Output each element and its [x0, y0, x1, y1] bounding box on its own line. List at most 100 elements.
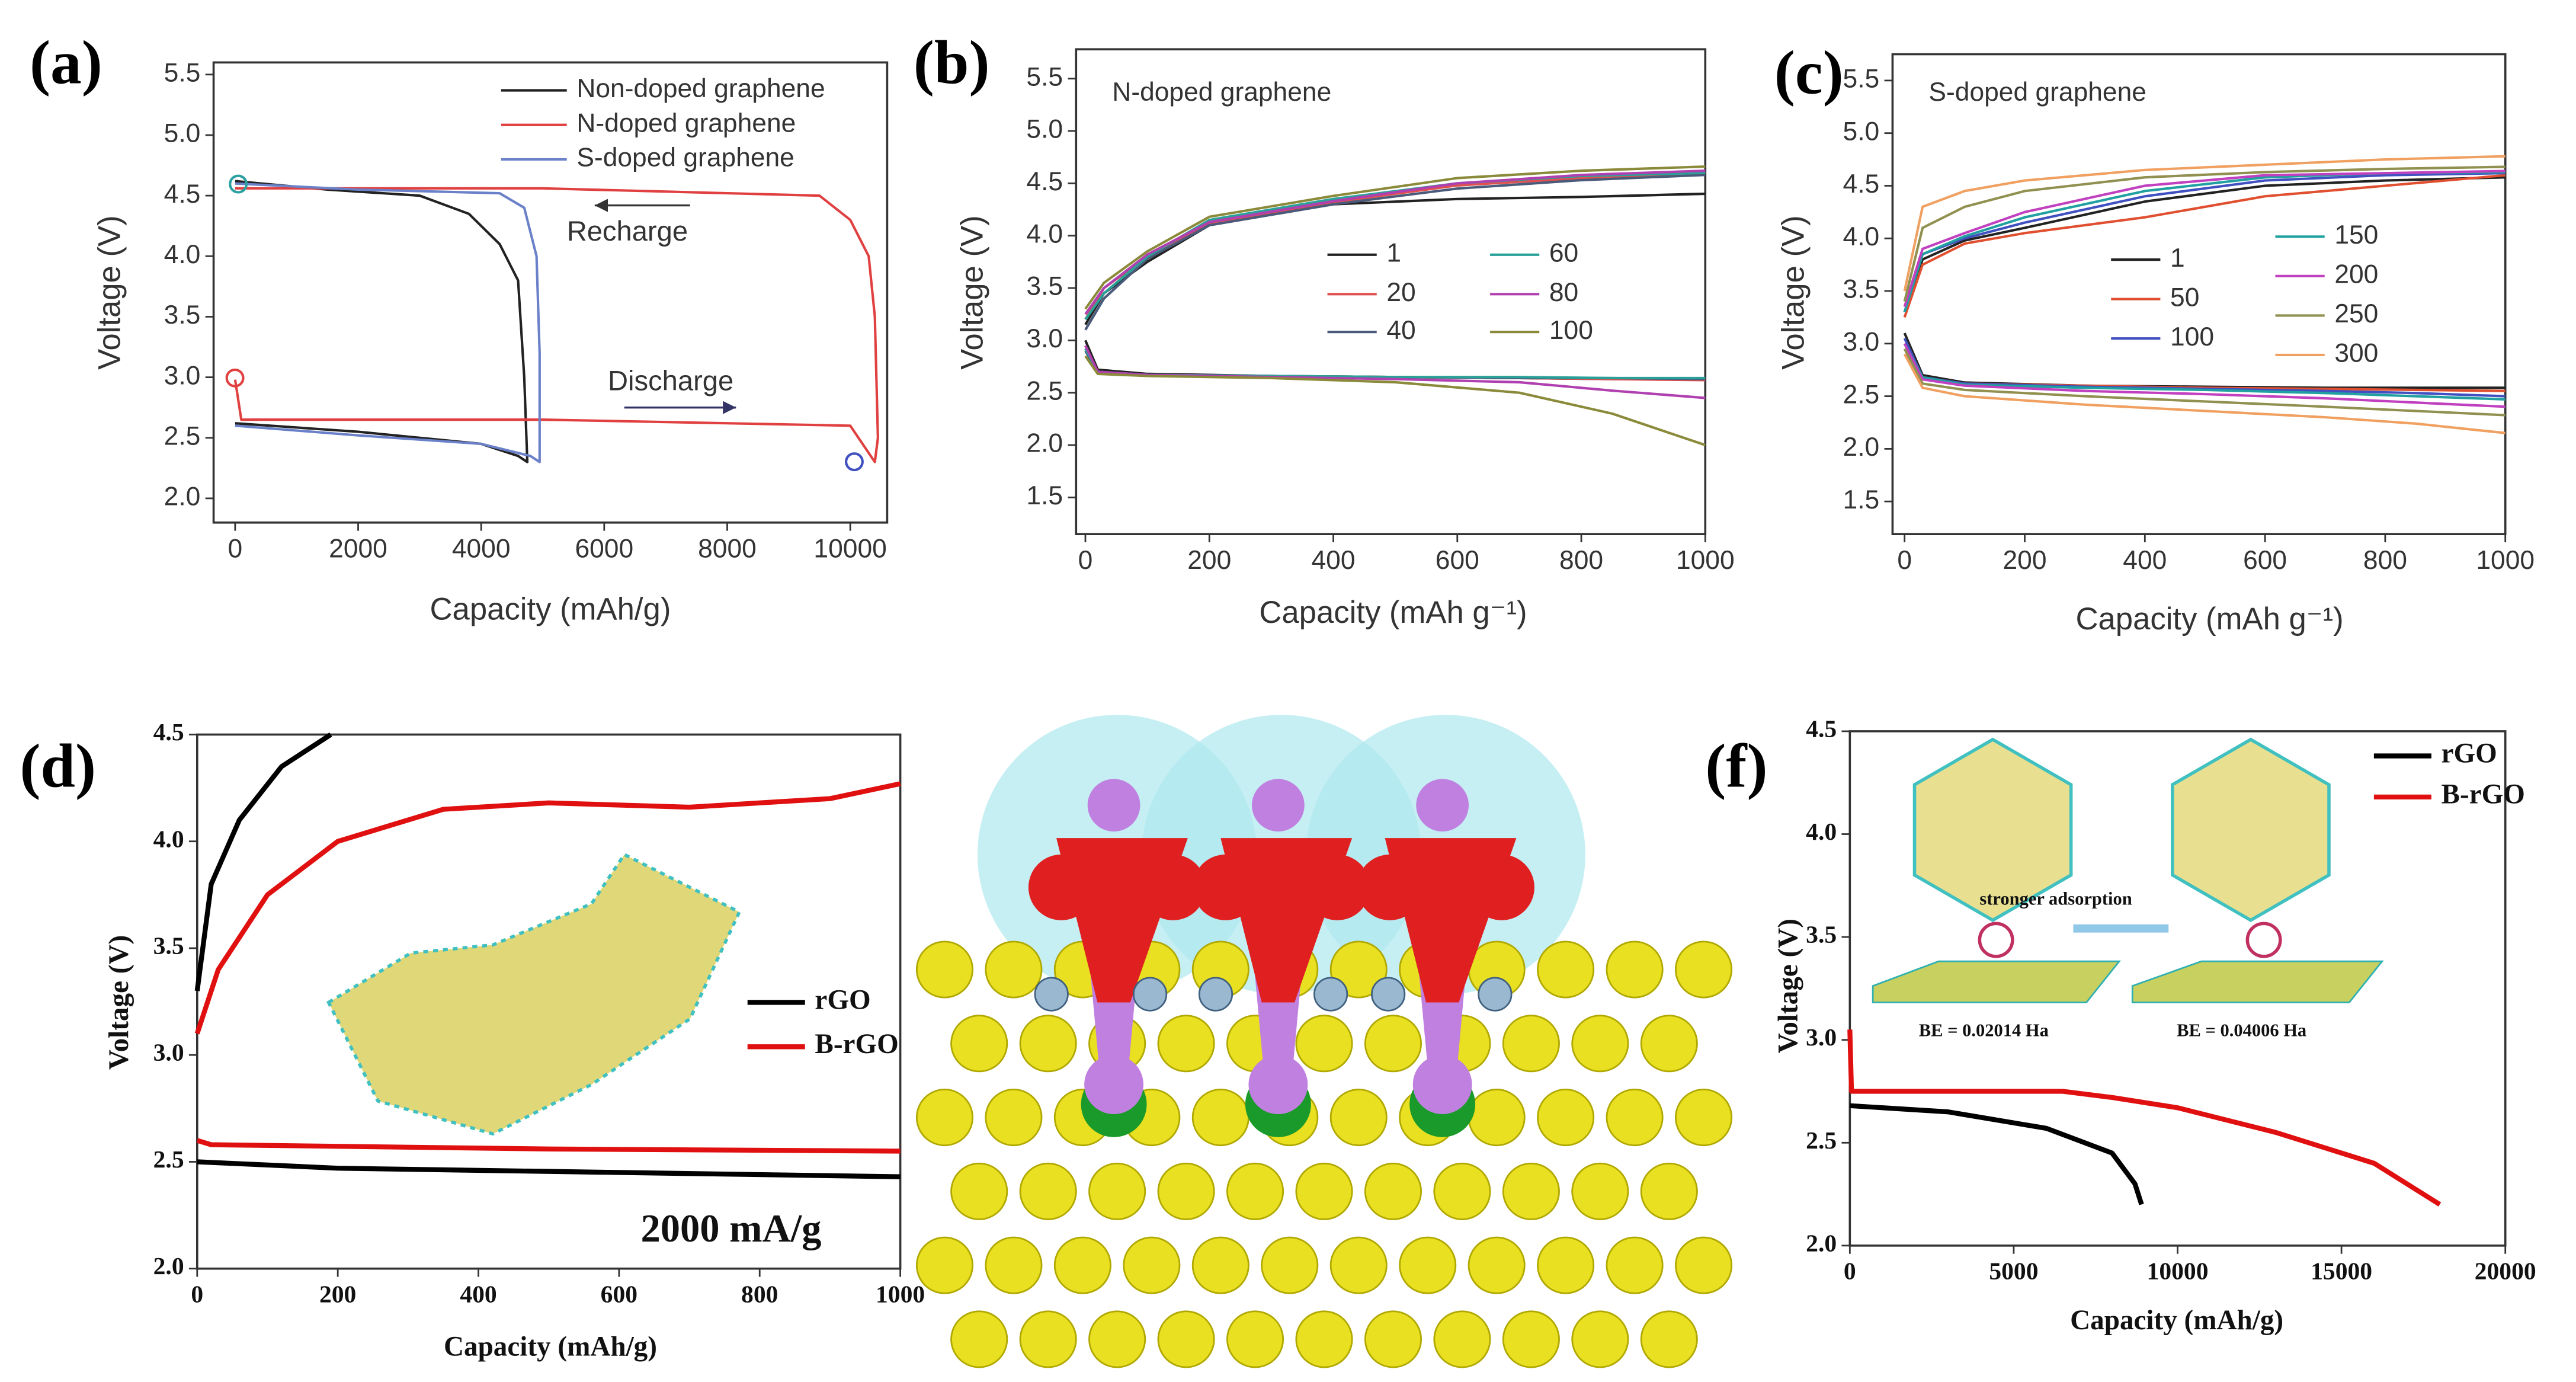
carbon-atom [1502, 1310, 1560, 1368]
graphene-sheet [1872, 960, 2121, 1003]
carbon-atom [1537, 1236, 1595, 1294]
y-tick-label: 1.5 [1843, 485, 1880, 514]
carbon-atom [1571, 1015, 1629, 1073]
polysulfide [2245, 922, 2282, 958]
x-tick-label: 600 [2243, 546, 2287, 575]
carbon-atom [1226, 1162, 1284, 1220]
series-line [1847, 1029, 2442, 1207]
o-atom [1357, 854, 1423, 920]
x-tick-label: 200 [319, 1280, 356, 1307]
legend-label: 1 [2170, 244, 2185, 273]
y-tick-label: 2.0 [164, 482, 201, 511]
x-tick-label: 800 [741, 1280, 778, 1307]
series-line [235, 182, 541, 463]
y-tick-label: 2.5 [153, 1146, 184, 1173]
carbon-atom [1088, 1310, 1146, 1368]
li-atom [1251, 779, 1305, 832]
x-tick-label: 10000 [2147, 1258, 2209, 1285]
carbon-atom [1606, 1236, 1664, 1294]
x-tick-label: 800 [1559, 546, 1603, 575]
o-atom [1469, 854, 1534, 920]
y-tick-label: 5.5 [164, 59, 201, 88]
x-tick-label: 800 [2363, 546, 2407, 575]
carbon-atom [1364, 1162, 1422, 1220]
plot-frame [1075, 48, 1707, 535]
series-line [233, 187, 879, 463]
panel-label: (a) [30, 28, 102, 97]
carbon-atom [1157, 1015, 1215, 1073]
o-atom [1028, 854, 1094, 920]
arrow-head [594, 199, 608, 212]
o-atom [1140, 854, 1206, 920]
carbon-atom [1433, 1162, 1491, 1220]
x-axis-label: Capacity (mAh g⁻¹) [2075, 602, 2343, 636]
annotation: Discharge [608, 365, 733, 396]
annotation: BE = 0.04006 Ha [2177, 1020, 2306, 1040]
x-axis-label: Capacity (mAh/g) [430, 591, 671, 626]
plot-frame [212, 61, 889, 524]
x-tick-label: 20000 [2475, 1258, 2536, 1285]
carbon-atom [915, 940, 973, 999]
x-tick-label: 400 [1312, 546, 1356, 575]
carbon-atom [915, 1089, 973, 1147]
marker-ring [229, 174, 248, 194]
x-tick-label: 15000 [2311, 1258, 2372, 1285]
carbon-atom [1295, 1310, 1353, 1368]
y-tick-label: 2.0 [1843, 433, 1880, 462]
carbon-atom [1502, 1162, 1560, 1220]
electron [1371, 977, 1406, 1012]
carbon-atom [1226, 1310, 1284, 1368]
li-atom [1084, 1055, 1143, 1115]
carbon-atom [1675, 940, 1733, 999]
electron [1313, 977, 1348, 1012]
carbon-atom [915, 1236, 973, 1294]
x-tick-label: 1000 [1676, 546, 1735, 575]
x-tick-label: 0 [1844, 1258, 1856, 1285]
carbon-atom [1468, 1089, 1526, 1147]
y-tick-label: 1.5 [1026, 481, 1063, 510]
panel-label: (d) [20, 731, 96, 800]
series-line [1850, 1103, 2144, 1205]
y-tick-label: 2.5 [1026, 376, 1063, 405]
carbon-atom [1571, 1162, 1629, 1220]
x-axis-label: Capacity (mAh g⁻¹) [1259, 595, 1527, 630]
legend-label: 100 [2170, 322, 2214, 351]
y-tick-label: 2.0 [153, 1252, 184, 1279]
inset-adsorption [1872, 737, 2384, 1003]
series-line [1084, 169, 1706, 399]
y-tick-label: 5.5 [1026, 62, 1063, 91]
legend-label: 200 [2334, 260, 2378, 289]
y-tick-label: 3.5 [1026, 272, 1063, 301]
carbon-atom [1606, 940, 1664, 999]
carbon-atom [1019, 1310, 1077, 1368]
carbon-atom [1157, 1162, 1215, 1220]
x-tick-label: 6000 [575, 535, 633, 564]
carbon-atom [1640, 1310, 1698, 1368]
y-tick-label: 2.0 [1806, 1229, 1837, 1256]
x-tick-label: 200 [2003, 546, 2046, 575]
electron [1478, 977, 1513, 1012]
carbon-atom [1537, 1089, 1595, 1147]
y-tick-label: 3.0 [153, 1039, 184, 1066]
x-tick-label: 4000 [452, 535, 511, 564]
legend-label: B-rGO [2442, 779, 2525, 810]
electron [1198, 977, 1233, 1012]
legend-label: 300 [2334, 339, 2378, 368]
carbon-atom [1433, 1310, 1491, 1368]
x-tick-label: 10000 [813, 535, 886, 564]
panel-label: (b) [914, 28, 990, 97]
panel-label: (f) [1705, 731, 1767, 800]
legend-label: S-doped graphene [576, 143, 794, 172]
y-tick-label: 3.0 [1843, 328, 1880, 357]
x-tick-label: 0 [228, 535, 243, 564]
series-line [194, 732, 901, 1179]
plot-frame [1891, 53, 2507, 535]
y-tick-label: 4.0 [153, 825, 184, 852]
y-tick-label: 4.5 [164, 180, 201, 209]
legend-label: 20 [1386, 278, 1415, 307]
panel-label: (c) [1774, 37, 1844, 107]
li-atom [1416, 779, 1469, 832]
li-atom [1412, 1055, 1472, 1115]
legend-label: 40 [1386, 316, 1415, 345]
x-tick-label: 5000 [1989, 1258, 2038, 1285]
